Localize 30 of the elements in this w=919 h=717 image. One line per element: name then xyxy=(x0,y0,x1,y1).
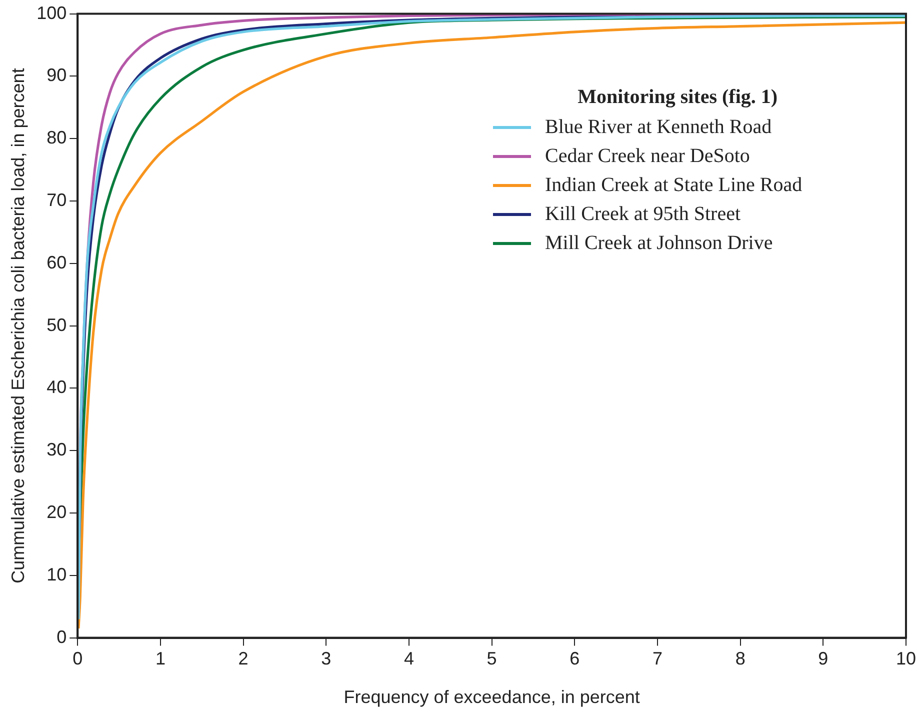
legend-label: Kill Creek at 95th Street xyxy=(545,203,741,226)
y-tick-label: 20 xyxy=(46,502,67,522)
x-tick-label: 5 xyxy=(486,648,497,669)
x-tick-label: 9 xyxy=(818,648,828,669)
y-axis-title: Cummulative estimated Escherichia coli bacteria load, in percent xyxy=(8,68,28,584)
y-tick-label: 90 xyxy=(46,65,67,86)
x-tick-label: 3 xyxy=(321,648,332,669)
legend-label: Indian Creek at State Line Road xyxy=(545,174,802,197)
x-tick-label: 2 xyxy=(238,648,248,669)
y-tick-label: 70 xyxy=(46,190,67,210)
x-tick-label: 6 xyxy=(570,648,580,669)
x-tick-label: 0 xyxy=(72,648,83,669)
y-tick-label: 80 xyxy=(46,128,67,148)
legend-title: Monitoring sites (fig. 1) xyxy=(576,86,779,109)
x-tick-label: 4 xyxy=(404,648,414,669)
y-tick-label: 100 xyxy=(36,2,67,23)
x-tick-label: 8 xyxy=(735,648,746,669)
legend-label: Mill Creek at Johnson Drive xyxy=(545,232,773,255)
y-tick-label: 60 xyxy=(46,252,67,272)
y-tick-label: 10 xyxy=(46,564,67,584)
x-tick-label: 10 xyxy=(896,648,916,669)
y-tick-label: 30 xyxy=(46,440,67,460)
y-tick-label: 50 xyxy=(46,314,67,335)
y-tick-label: 40 xyxy=(46,377,67,398)
x-tick-label: 7 xyxy=(652,648,662,669)
x-tick-label: 1 xyxy=(155,648,166,669)
legend-label: Blue River at Kenneth Road xyxy=(545,116,772,139)
y-tick-label: 0 xyxy=(56,626,67,647)
legend-label: Cedar Creek near DeSoto xyxy=(545,145,750,168)
x-axis-title: Frequency of exceedance, in percent xyxy=(344,687,640,708)
